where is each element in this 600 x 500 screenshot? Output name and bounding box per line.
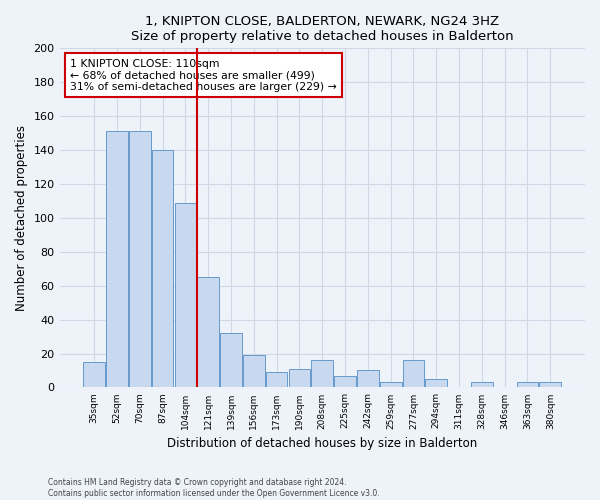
Bar bbox=[175, 202, 196, 388]
Title: 1, KNIPTON CLOSE, BALDERTON, NEWARK, NG24 3HZ
Size of property relative to detac: 1, KNIPTON CLOSE, BALDERTON, NEWARK, NG2… bbox=[131, 15, 514, 43]
Bar bbox=[517, 382, 538, 388]
Bar bbox=[83, 362, 105, 388]
Bar bbox=[471, 382, 493, 388]
X-axis label: Distribution of detached houses by size in Balderton: Distribution of detached houses by size … bbox=[167, 437, 478, 450]
Bar bbox=[357, 370, 379, 388]
Bar bbox=[129, 132, 151, 388]
Bar bbox=[334, 376, 356, 388]
Bar bbox=[197, 277, 219, 388]
Bar bbox=[266, 372, 287, 388]
Bar bbox=[289, 369, 310, 388]
Text: 1 KNIPTON CLOSE: 110sqm
← 68% of detached houses are smaller (499)
31% of semi-d: 1 KNIPTON CLOSE: 110sqm ← 68% of detache… bbox=[70, 58, 337, 92]
Bar bbox=[380, 382, 401, 388]
Bar bbox=[311, 360, 333, 388]
Bar bbox=[152, 150, 173, 388]
Bar bbox=[243, 355, 265, 388]
Bar bbox=[539, 382, 561, 388]
Y-axis label: Number of detached properties: Number of detached properties bbox=[15, 125, 28, 311]
Text: Contains HM Land Registry data © Crown copyright and database right 2024.
Contai: Contains HM Land Registry data © Crown c… bbox=[48, 478, 380, 498]
Bar bbox=[425, 379, 447, 388]
Bar bbox=[106, 132, 128, 388]
Bar bbox=[403, 360, 424, 388]
Bar bbox=[220, 333, 242, 388]
